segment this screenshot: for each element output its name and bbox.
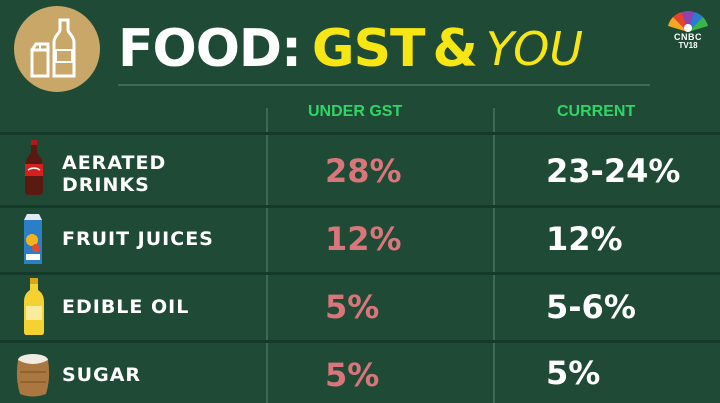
- oil-bottle-icon: [24, 278, 44, 335]
- title-you: YOU: [485, 22, 584, 76]
- row-label-line: SUGAR: [62, 364, 142, 386]
- row-label-line: AERATED: [62, 152, 167, 174]
- under-gst-value: 5%: [325, 288, 380, 326]
- title-underline: [118, 84, 650, 86]
- row-divider: [0, 340, 720, 343]
- under-gst-value: 28%: [325, 152, 402, 190]
- logo-text-tv18: TV18: [678, 41, 698, 50]
- column-divider: [266, 108, 268, 403]
- title-colon: :: [281, 19, 302, 79]
- peacock-icon: [668, 11, 708, 32]
- current-value: 5-6%: [546, 288, 636, 326]
- row-label-aerated-drinks: AERATED DRINKS: [62, 152, 166, 196]
- row-label-sugar: SUGAR: [62, 364, 141, 386]
- food-badge: [14, 6, 100, 92]
- cnbc-tv18-logo: CNBC TV18: [662, 6, 714, 50]
- row-label-line: FRUIT JUICES: [62, 228, 214, 250]
- juice-carton-icon: [24, 214, 42, 264]
- grocery-icon: [30, 18, 76, 78]
- page-title: FOOD: GST & YOU: [118, 14, 678, 84]
- under-gst-value: 5%: [325, 356, 380, 394]
- soda-bottle-icon: [25, 140, 43, 195]
- title-amp: &: [432, 19, 478, 79]
- current-value: 5%: [546, 354, 601, 392]
- sugar-sack-icon: [16, 354, 50, 397]
- column-divider: [493, 108, 495, 403]
- logo-text-cnbc: CNBC: [674, 32, 702, 42]
- row-label-line: DRINKS: [62, 174, 150, 196]
- row-divider: [0, 205, 720, 208]
- header-current: CURRENT: [557, 103, 636, 120]
- row-label-fruit-juices: FRUIT JUICES: [62, 228, 214, 250]
- row-label-edible-oil: EDIBLE OIL: [62, 296, 189, 318]
- row-label-line: EDIBLE OIL: [62, 296, 190, 318]
- row-divider: [0, 132, 720, 135]
- title-gst: GST: [311, 19, 426, 79]
- header-under-gst: UNDER GST: [308, 103, 403, 120]
- row-divider: [0, 272, 720, 275]
- title-food: FOOD: [118, 19, 282, 79]
- current-value: 23-24%: [546, 152, 681, 190]
- under-gst-value: 12%: [325, 220, 402, 258]
- current-value: 12%: [546, 220, 623, 258]
